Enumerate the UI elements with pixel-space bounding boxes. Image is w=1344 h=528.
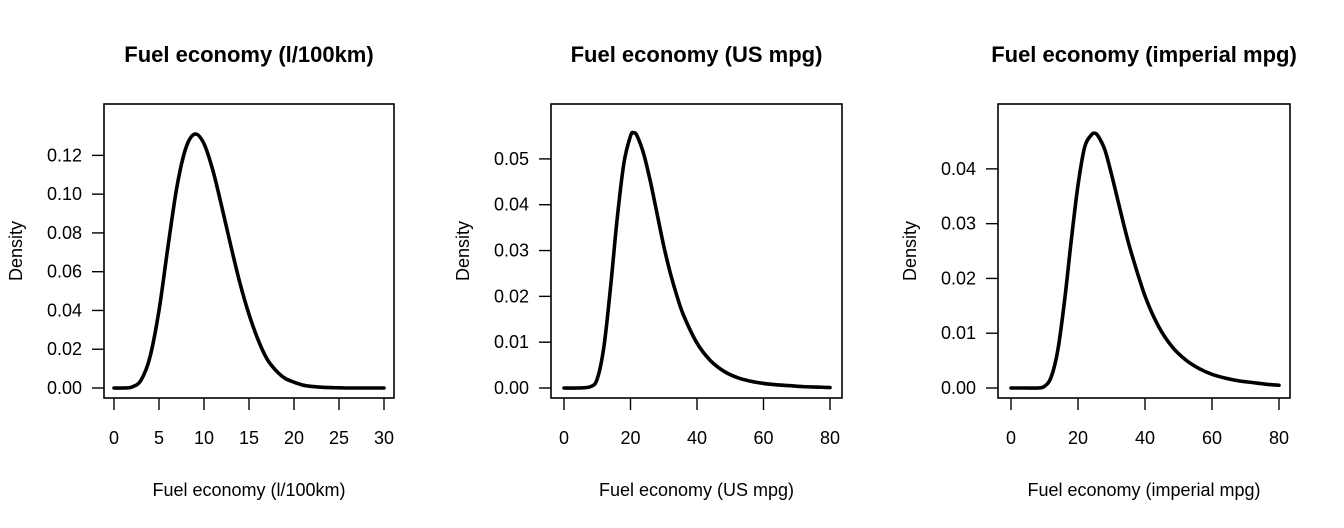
y-tick-label: 0.00 — [47, 378, 82, 398]
y-tick-label: 0.04 — [494, 195, 529, 215]
x-tick-label: 10 — [194, 428, 214, 448]
y-tick-label: 0.01 — [494, 332, 529, 352]
y-tick-label: 0.02 — [47, 339, 82, 359]
x-tick-label: 80 — [1269, 428, 1289, 448]
chart-title: Fuel economy (US mpg) — [571, 42, 823, 67]
x-tick-label: 60 — [753, 428, 773, 448]
y-tick-label: 0.01 — [941, 323, 976, 343]
x-tick-label: 20 — [1068, 428, 1088, 448]
chart-panel-2: Fuel economy (US mpg) 0 20 40 60 80 0.00 0.01 0.… — [453, 42, 843, 500]
x-tick-label: 0 — [559, 428, 569, 448]
x-tick-label: 80 — [820, 428, 840, 448]
plot-frame — [550, 103, 843, 399]
plot-frame — [997, 103, 1291, 399]
y-tick-label: 0.05 — [494, 149, 529, 169]
x-tick-label: 25 — [329, 428, 349, 448]
density-curve — [1009, 131, 1281, 390]
x-tick-label: 0 — [109, 428, 119, 448]
chart-panel-3: Fuel economy (imperial mpg) 0 20 40 60 80 0.00… — [900, 42, 1297, 500]
chart-title: Fuel economy (l/100km) — [124, 42, 373, 67]
x-tick-label: 15 — [239, 428, 259, 448]
x-tick-label: 60 — [1202, 428, 1222, 448]
y-axis-label: Density — [900, 221, 920, 281]
y-axis-label: Density — [6, 221, 26, 281]
density-curve — [562, 130, 832, 390]
y-tick-label: 0.00 — [941, 378, 976, 398]
density-curve — [112, 132, 386, 390]
chart-panel-1: Fuel economy (l/100km) 0 5 10 15 20 25 30 0.00 0.… — [6, 42, 395, 500]
y-tick-label: 0.00 — [494, 378, 529, 398]
x-tick-label: 5 — [154, 428, 164, 448]
y-tick-label: 0.12 — [47, 145, 82, 165]
y-axis-label: Density — [453, 221, 473, 281]
x-axis-label: Fuel economy (US mpg) — [599, 480, 794, 500]
chart-title: Fuel economy (imperial mpg) — [991, 42, 1297, 67]
x-tick-label: 30 — [374, 428, 394, 448]
y-tick-label: 0.03 — [494, 241, 529, 261]
y-tick-label: 0.06 — [47, 262, 82, 282]
x-axis-label: Fuel economy (imperial mpg) — [1027, 480, 1260, 500]
y-tick-label: 0.10 — [47, 184, 82, 204]
y-tick-label: 0.02 — [494, 286, 529, 306]
y-tick-label: 0.02 — [941, 268, 976, 288]
plot-frame — [103, 103, 395, 399]
x-axis-label: Fuel economy (l/100km) — [152, 480, 345, 500]
y-tick-label: 0.04 — [47, 300, 82, 320]
x-tick-label: 40 — [1135, 428, 1155, 448]
y-tick-label: 0.04 — [941, 159, 976, 179]
x-tick-label: 40 — [687, 428, 707, 448]
y-tick-label: 0.08 — [47, 223, 82, 243]
x-tick-label: 20 — [284, 428, 304, 448]
x-tick-label: 20 — [620, 428, 640, 448]
y-tick-label: 0.03 — [941, 214, 976, 234]
x-tick-label: 0 — [1006, 428, 1016, 448]
